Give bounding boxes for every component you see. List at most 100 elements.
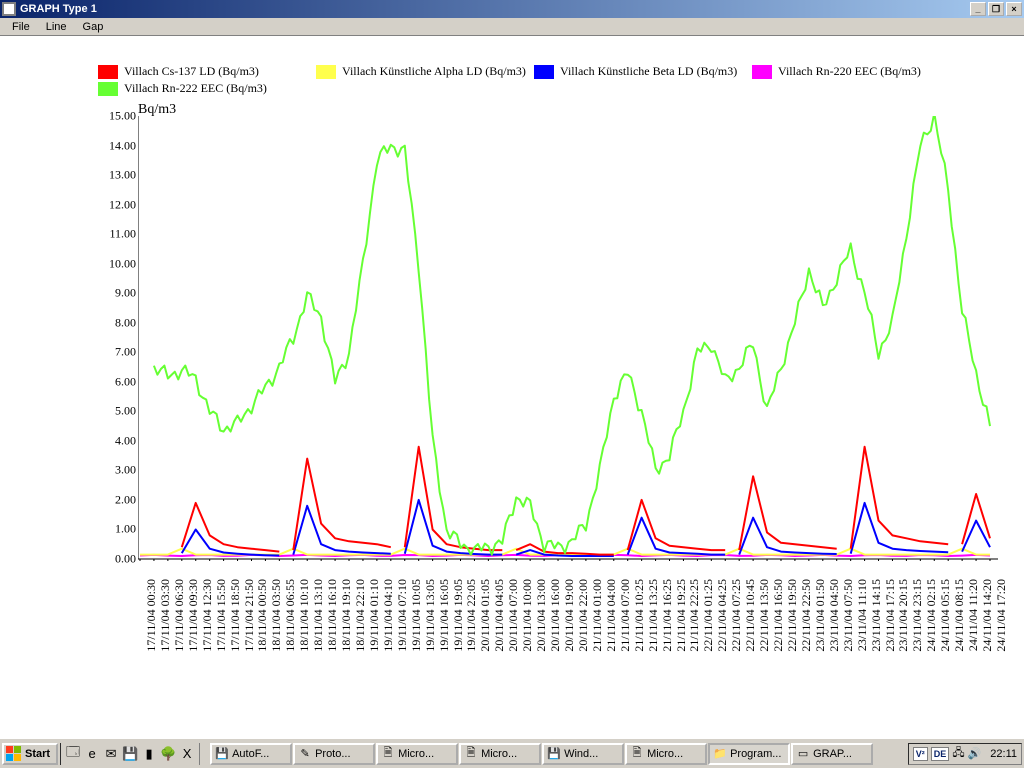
legend-item: Villach Rn-222 EEC (Bq/m3): [98, 81, 316, 96]
x-tick-label: 22/11/04 07:25: [729, 579, 744, 652]
x-tick-label: 20/11/04 16:00: [548, 579, 563, 652]
x-tick-label: 23/11/04 11:10: [855, 579, 870, 651]
x-tick-label: 19/11/04 10:05: [409, 579, 424, 652]
taskbar: Start 🗔e✉💾▮🌳X 💾AutoF...✎Proto...🗎Micro..…: [0, 738, 1024, 768]
menu-file[interactable]: File: [4, 19, 38, 35]
x-tick-label: 23/11/04 14:15: [869, 579, 884, 652]
task-icon: ▭: [796, 747, 810, 761]
x-tick-label: 18/11/04 13:10: [311, 579, 326, 652]
task-buttons: 💾AutoF...✎Proto...🗎Micro...🗎Micro...💾Win…: [210, 743, 906, 765]
x-tick-label: 22/11/04 10:45: [743, 579, 758, 652]
x-tick-label: 17/11/04 15:50: [214, 579, 229, 652]
menubar: File Line Gap: [0, 18, 1024, 36]
legend-swatch: [752, 65, 772, 79]
plot: 0.001.002.003.004.005.006.007.008.009.00…: [98, 116, 1006, 574]
tree-icon[interactable]: 🌳: [160, 746, 176, 762]
x-tick-label: 17/11/04 12:30: [200, 579, 215, 652]
menu-line[interactable]: Line: [38, 19, 75, 35]
task-label: Micro...: [398, 748, 434, 760]
maximize-button[interactable]: ❐: [988, 2, 1004, 16]
x-tick-label: 19/11/04 13:05: [423, 579, 438, 652]
task-icon: 🗎: [464, 747, 478, 761]
close-button[interactable]: ×: [1006, 2, 1022, 16]
outlook-icon[interactable]: ✉: [103, 746, 119, 762]
x-tick-label: 17/11/04 00:30: [144, 579, 159, 652]
x-tick-label: 19/11/04 04:10: [381, 579, 396, 652]
task-label: Micro...: [647, 748, 683, 760]
y-tick-label: 10.00: [109, 256, 136, 271]
x-tick-label: 21/11/04 10:25: [632, 579, 647, 652]
tray-icon[interactable]: 🖧: [952, 744, 964, 763]
y-tick-label: 15.00: [109, 109, 136, 124]
task-button[interactable]: 🗎Micro...: [376, 743, 458, 765]
x-tick-label: 20/11/04 13:00: [534, 579, 549, 652]
start-button[interactable]: Start: [2, 743, 58, 765]
task-button[interactable]: 📁Program...: [708, 743, 790, 765]
x-tick-label: 17/11/04 09:30: [186, 579, 201, 652]
legend-label: Villach Rn-222 EEC (Bq/m3): [124, 81, 267, 96]
x-tick-label: 21/11/04 01:00: [590, 579, 605, 652]
x-tick-label: 23/11/04 07:50: [841, 579, 856, 652]
x-tick-label: 20/11/04 19:00: [562, 579, 577, 652]
windows-logo-icon: [6, 746, 22, 762]
excel-icon[interactable]: X: [179, 746, 195, 762]
x-tick-label: 23/11/04 04:50: [827, 579, 842, 652]
x-tick-label: 18/11/04 19:10: [339, 579, 354, 652]
quick-launch: 🗔e✉💾▮🌳X: [60, 743, 200, 765]
task-icon: 📁: [713, 747, 727, 761]
x-tick-label: 24/11/04 17:20: [994, 579, 1009, 652]
window-controls: _ ❐ ×: [970, 2, 1022, 16]
x-tick-label: 22/11/04 16:50: [771, 579, 786, 652]
legend-label: Villach Cs-137 LD (Bq/m3): [124, 64, 259, 79]
y-tick-label: 5.00: [115, 404, 136, 419]
y-tick-label: 1.00: [115, 522, 136, 537]
y-tick-label: 13.00: [109, 168, 136, 183]
x-tick-label: 19/11/04 07:10: [395, 579, 410, 652]
y-tick-label: 6.00: [115, 374, 136, 389]
task-button[interactable]: 🗎Micro...: [459, 743, 541, 765]
minimize-button[interactable]: _: [970, 2, 986, 16]
x-tick-label: 24/11/04 05:15: [938, 579, 953, 652]
x-tick-label: 24/11/04 14:20: [980, 579, 995, 652]
x-tick-label: 22/11/04 22:50: [799, 579, 814, 652]
x-tick-label: 21/11/04 07:00: [618, 579, 633, 652]
task-label: Wind...: [564, 748, 598, 760]
x-tick-label: 24/11/04 08:15: [952, 579, 967, 652]
y-tick-label: 7.00: [115, 345, 136, 360]
x-tick-label: 18/11/04 22:10: [353, 579, 368, 652]
x-tick-label: 17/11/04 18:50: [228, 579, 243, 652]
ie-icon[interactable]: e: [84, 746, 100, 762]
y-tick-label: 3.00: [115, 463, 136, 478]
tray-icon[interactable]: 🔊: [968, 747, 982, 760]
task-button[interactable]: 💾Wind...: [542, 743, 624, 765]
task-label: Proto...: [315, 748, 350, 760]
y-tick-label: 9.00: [115, 286, 136, 301]
legend-swatch: [534, 65, 554, 79]
tray-badge[interactable]: DE: [931, 747, 950, 761]
x-axis-labels: 17/11/04 00:3017/11/04 03:3017/11/04 06:…: [138, 579, 1006, 699]
legend-swatch: [98, 65, 118, 79]
task-button[interactable]: 🗎Micro...: [625, 743, 707, 765]
task-label: Micro...: [481, 748, 517, 760]
x-tick-label: 21/11/04 04:00: [604, 579, 619, 652]
task-icon: 🗎: [381, 747, 395, 761]
task-label: AutoF...: [232, 748, 269, 760]
task-button[interactable]: ▭GRAP...: [791, 743, 873, 765]
titlebar: GRAPH Type 1 _ ❐ ×: [0, 0, 1024, 18]
x-tick-label: 19/11/04 16:05: [437, 579, 452, 652]
task-icon: ✎: [298, 747, 312, 761]
show-desktop-icon[interactable]: 🗔: [65, 746, 81, 762]
x-tick-label: 20/11/04 22:00: [576, 579, 591, 652]
task-icon: 💾: [547, 747, 561, 761]
y-tick-label: 4.00: [115, 433, 136, 448]
task-button[interactable]: 💾AutoF...: [210, 743, 292, 765]
system-tray: V²DE🖧🔊22:11: [908, 743, 1022, 765]
save-icon[interactable]: 💾: [122, 746, 138, 762]
task-button[interactable]: ✎Proto...: [293, 743, 375, 765]
legend-item: Villach Cs-137 LD (Bq/m3): [98, 64, 316, 79]
task-icon: 🗎: [630, 747, 644, 761]
tray-badge[interactable]: V²: [913, 747, 928, 761]
y-tick-label: 0.00: [115, 552, 136, 567]
cmd-icon[interactable]: ▮: [141, 746, 157, 762]
menu-gap[interactable]: Gap: [75, 19, 112, 35]
